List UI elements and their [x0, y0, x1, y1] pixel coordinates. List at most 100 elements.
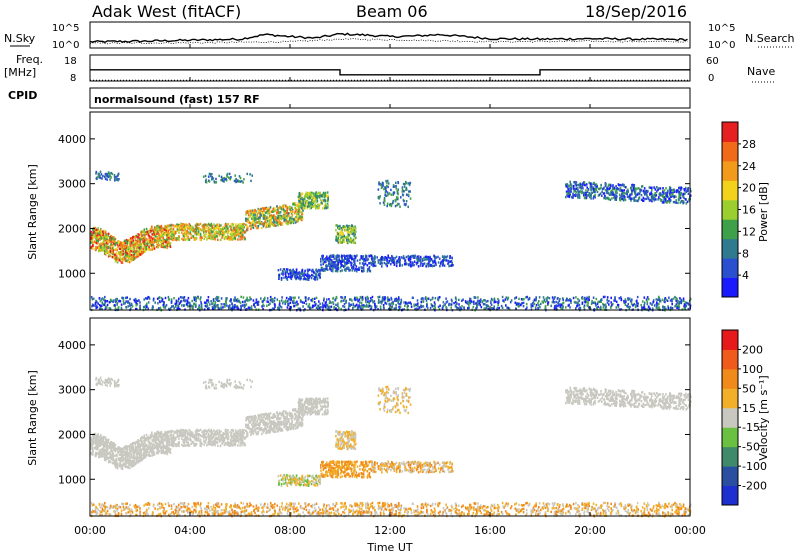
echo-cell: [380, 183, 382, 186]
echo-cell: [247, 306, 250, 309]
echo-cell: [156, 232, 158, 235]
echo-cell: [276, 209, 279, 212]
echo-cell: [183, 224, 186, 227]
echo-cell: [187, 304, 189, 308]
echo-cell: [235, 305, 237, 309]
echo-cell: [138, 241, 140, 244]
echo-cell: [111, 172, 114, 176]
echo-cell: [635, 195, 637, 198]
echo-cell: [268, 211, 271, 214]
echo-cell: [149, 237, 152, 240]
echo-cell: [266, 224, 269, 228]
echo-cell: [351, 266, 353, 269]
echo-cell: [274, 305, 276, 308]
echo-cell: [99, 228, 102, 232]
echo-cell: [111, 255, 114, 259]
echo-cell: [383, 203, 386, 206]
echo-cell: [565, 299, 567, 302]
echo-cell: [343, 297, 346, 300]
echo-cell: [132, 242, 135, 245]
echo-cell: [642, 189, 645, 193]
echo-cell: [636, 295, 639, 299]
echo-cell: [117, 245, 120, 248]
echo-cell: [101, 307, 103, 311]
echo-cell: [663, 192, 665, 195]
echo-cell: [94, 241, 96, 244]
echo-cell: [111, 243, 114, 247]
echo-cell: [659, 300, 662, 303]
echo-cell: [280, 272, 283, 275]
echo-cell: [380, 257, 383, 261]
echo-cell: [188, 232, 190, 235]
echo-cell: [659, 187, 662, 190]
echo-cell: [437, 305, 440, 309]
echo-cell: [124, 251, 127, 255]
echo-cell: [497, 303, 499, 306]
echo-cell: [135, 256, 137, 259]
echo-cell: [278, 214, 280, 217]
echo-cell: [392, 185, 395, 188]
echo-cell: [98, 303, 101, 307]
echo-cell: [442, 262, 444, 265]
echo-cell: [602, 192, 605, 195]
echo-cell: [110, 235, 113, 238]
echo-cell: [143, 245, 145, 248]
echo-cell: [228, 172, 231, 176]
echo-cell: [370, 263, 373, 266]
echo-cell: [325, 304, 327, 307]
echo-cell: [250, 305, 253, 308]
echo-cell: [682, 299, 685, 302]
echo-cell: [205, 226, 208, 230]
echo-cell: [592, 197, 595, 200]
echo-cell: [213, 228, 215, 231]
echo-cell: [605, 305, 607, 308]
echo-cell: [348, 234, 351, 237]
echo-cell: [182, 233, 185, 236]
echo-cell: [402, 256, 404, 260]
echo-cell: [343, 259, 345, 262]
echo-cell: [315, 306, 318, 309]
echo-cell: [310, 193, 313, 196]
echo-cell: [138, 246, 141, 249]
echo-cell: [682, 193, 685, 196]
echo-cell: [214, 297, 217, 300]
echo-cell: [408, 183, 411, 187]
echo-cell: [379, 301, 382, 304]
echo-cell: [276, 216, 279, 220]
echo-cell: [509, 301, 512, 304]
echo-cell: [147, 233, 150, 236]
echo-cell: [283, 268, 286, 271]
echo-cell: [136, 245, 138, 249]
echo-cell: [333, 305, 335, 309]
echo-cell: [356, 270, 358, 273]
echo-cell: [289, 208, 292, 211]
echo-cell: [607, 192, 610, 195]
echo-cell: [613, 299, 615, 302]
echo-cell: [673, 190, 676, 193]
echo-cell: [101, 177, 103, 180]
echo-cell: [569, 297, 571, 301]
echo-cell: [199, 228, 202, 231]
echo-cell: [401, 187, 404, 190]
echo-cell: [139, 301, 141, 304]
echo-cell: [340, 264, 343, 267]
echo-cell: [683, 196, 685, 199]
echo-cell: [289, 298, 292, 301]
echo-cell: [649, 302, 652, 305]
echo-cell: [232, 230, 235, 233]
echo-cell: [217, 238, 219, 241]
echo-cell: [261, 215, 264, 218]
echo-cell: [374, 264, 377, 267]
echo-cell: [321, 256, 324, 260]
echo-cell: [257, 226, 259, 230]
echo-cell: [287, 212, 290, 215]
echo-cell: [96, 233, 99, 236]
echo-cell: [287, 299, 289, 303]
echo-cell: [211, 305, 214, 309]
echo-cell: [144, 297, 147, 300]
echo-cell: [205, 305, 208, 308]
echo-cell: [557, 304, 559, 308]
echo-cell: [343, 268, 346, 271]
echo-cell: [399, 302, 402, 306]
echo-cell: [338, 232, 340, 236]
